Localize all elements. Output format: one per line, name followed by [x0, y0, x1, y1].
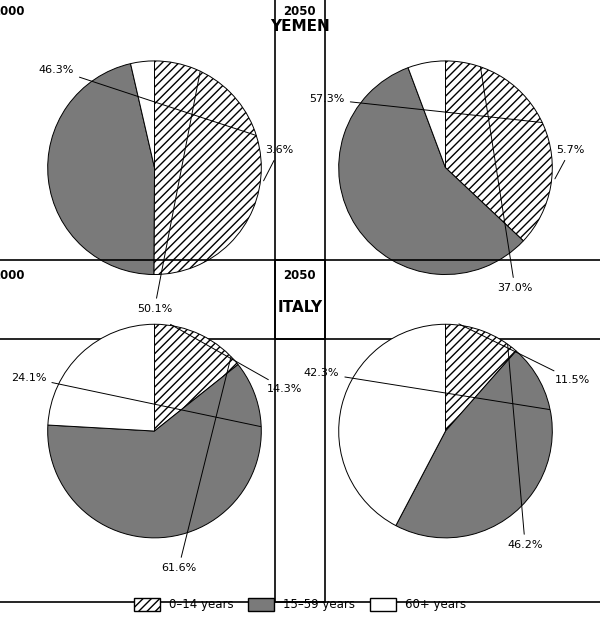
Wedge shape: [154, 324, 238, 431]
Wedge shape: [396, 351, 552, 538]
Text: 2050: 2050: [283, 269, 316, 282]
Text: 50.1%: 50.1%: [137, 71, 200, 314]
Wedge shape: [339, 68, 523, 275]
Wedge shape: [408, 61, 446, 168]
Text: 46.2%: 46.2%: [508, 344, 543, 550]
Wedge shape: [445, 324, 516, 431]
Wedge shape: [339, 324, 446, 525]
Wedge shape: [131, 61, 155, 167]
Text: 2050: 2050: [283, 6, 316, 18]
Wedge shape: [48, 324, 155, 431]
Text: 11.5%: 11.5%: [459, 324, 590, 385]
Text: 3.6%: 3.6%: [263, 145, 293, 181]
Text: ITALY: ITALY: [277, 300, 323, 315]
Text: 24.1%: 24.1%: [11, 372, 260, 426]
Text: 2000: 2000: [0, 6, 25, 18]
Wedge shape: [48, 364, 261, 538]
Text: 42.3%: 42.3%: [304, 368, 550, 409]
Text: YEMEN: YEMEN: [270, 19, 330, 34]
Text: 46.3%: 46.3%: [38, 65, 256, 135]
Wedge shape: [48, 64, 155, 275]
Text: 5.7%: 5.7%: [555, 145, 584, 179]
Text: 37.0%: 37.0%: [481, 67, 533, 293]
Text: 61.6%: 61.6%: [161, 357, 231, 573]
Text: 57.3%: 57.3%: [310, 95, 542, 122]
Wedge shape: [445, 61, 552, 241]
Text: 14.3%: 14.3%: [170, 324, 302, 394]
Legend: 0–14 years, 15–59 years, 60+ years: 0–14 years, 15–59 years, 60+ years: [129, 593, 471, 616]
Text: 2000: 2000: [0, 269, 25, 282]
Wedge shape: [154, 61, 261, 275]
